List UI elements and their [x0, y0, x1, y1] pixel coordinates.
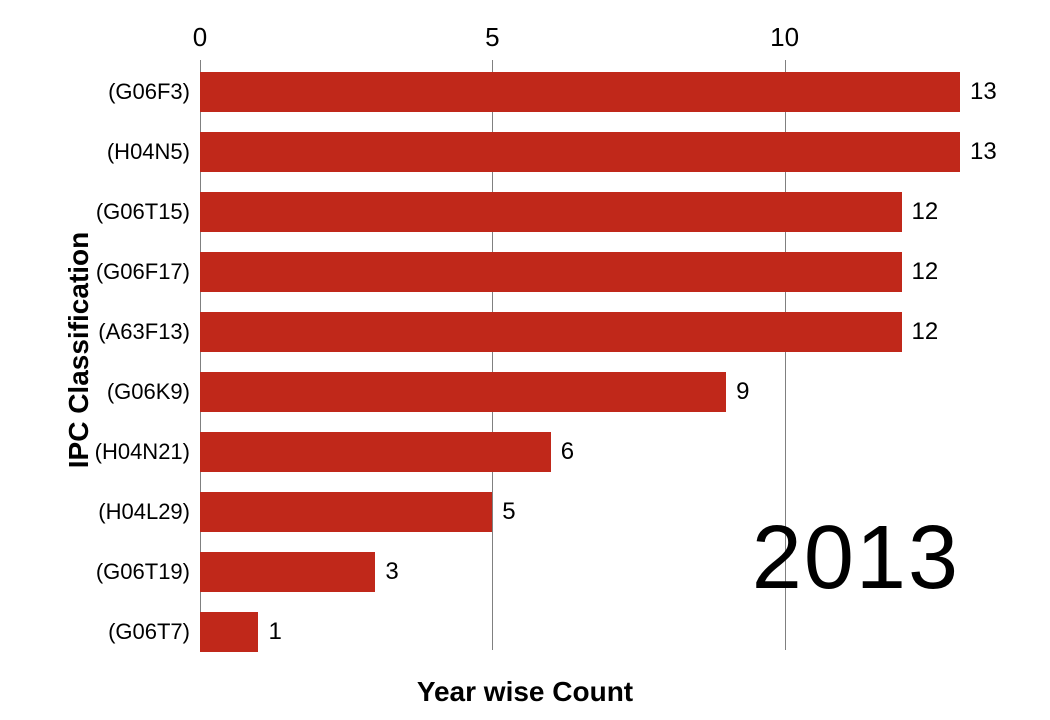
- x-tick-label: 0: [193, 22, 207, 53]
- bar-row: 5: [200, 492, 492, 532]
- bar-value-label: 9: [736, 378, 749, 406]
- bar-value-label: 5: [502, 498, 515, 526]
- bar-value-label: 1: [268, 618, 281, 646]
- ipc-bar-chart: IPC Classification 0510 (G06F3)13(H04N5)…: [0, 0, 1050, 720]
- bar-row: 3: [200, 552, 375, 592]
- bar-row: 13: [200, 132, 960, 172]
- category-label: (H04N5): [10, 139, 190, 165]
- bar: [200, 372, 726, 412]
- bar-row: 12: [200, 312, 902, 352]
- bar-row: 9: [200, 372, 726, 412]
- bar-value-label: 12: [912, 198, 939, 226]
- bar: [200, 252, 902, 292]
- bar-value-label: 6: [561, 438, 574, 466]
- bar-row: 12: [200, 192, 902, 232]
- x-tick-label: 5: [485, 22, 499, 53]
- category-label: (H04L29): [10, 499, 190, 525]
- bar-row: 6: [200, 432, 551, 472]
- category-label: (G06T19): [10, 559, 190, 585]
- bar-row: 1: [200, 612, 258, 652]
- bar-row: 12: [200, 252, 902, 292]
- category-label: (G06F17): [10, 259, 190, 285]
- bar: [200, 432, 551, 472]
- bar: [200, 312, 902, 352]
- category-label: (A63F13): [10, 319, 190, 345]
- bar-value-label: 3: [385, 558, 398, 586]
- x-tick-label: 10: [770, 22, 799, 53]
- bar: [200, 552, 375, 592]
- category-label: (G06T15): [10, 199, 190, 225]
- category-label: (G06K9): [10, 379, 190, 405]
- x-axis-title: Year wise Count: [0, 676, 1050, 708]
- bar: [200, 132, 960, 172]
- category-label: (H04N21): [10, 439, 190, 465]
- bar-value-label: 12: [912, 258, 939, 286]
- bar: [200, 612, 258, 652]
- bar: [200, 72, 960, 112]
- bar: [200, 492, 492, 532]
- bar-row: 13: [200, 72, 960, 112]
- category-label: (G06T7): [10, 619, 190, 645]
- year-overlay-label: 2013: [752, 507, 960, 610]
- category-label: (G06F3): [10, 79, 190, 105]
- bar-value-label: 13: [970, 78, 997, 106]
- bar-value-label: 13: [970, 138, 997, 166]
- bar: [200, 192, 902, 232]
- bar-value-label: 12: [912, 318, 939, 346]
